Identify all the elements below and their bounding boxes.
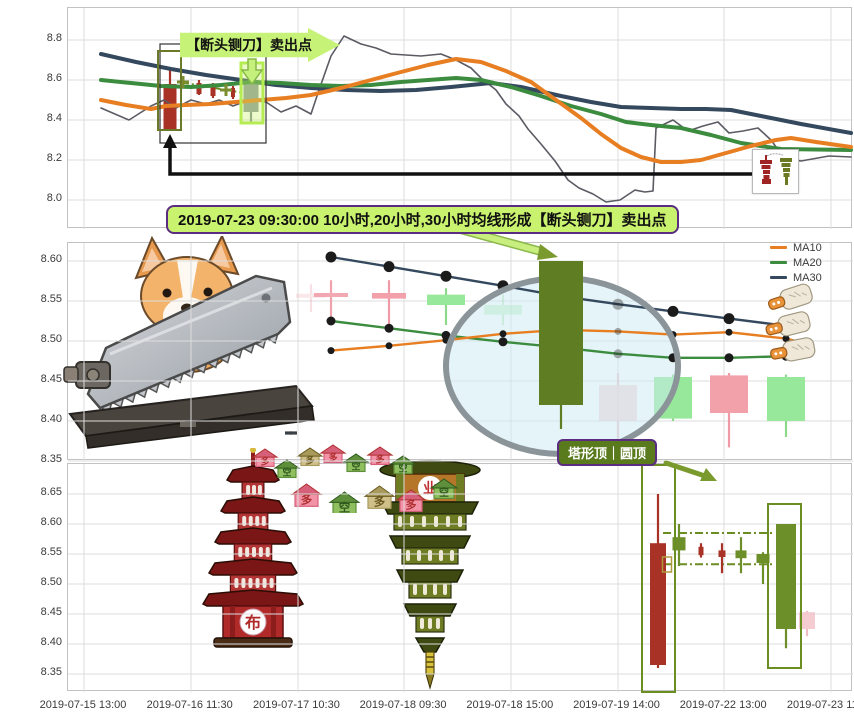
y-tick-label: 8.45 [40,606,62,618]
svg-text:空: 空 [439,486,449,499]
x-tick-label: 2019-07-18 09:30 [359,699,447,711]
x-tick-label: 2019-07-18 15:00 [466,699,554,711]
candle [163,70,177,130]
x-tick-label: 2019-07-23 11:30 [786,699,854,711]
y-tick-label: 8.60 [40,253,62,265]
legend-label: MA20 [793,256,822,269]
y-tick-label: 8.40 [40,636,62,648]
ma-legend: MA10 MA20 MA30 [770,241,822,286]
mini-pagoda-box [752,149,799,194]
candle [698,543,704,558]
svg-text:空: 空 [398,462,407,473]
y-tick-label: 8.50 [40,576,62,588]
candle [372,280,406,325]
candle [718,543,726,574]
candle [735,537,747,574]
y-tick-label: 8.2 [46,152,62,164]
candle [756,552,770,584]
candle [799,611,815,637]
candle [539,261,583,429]
y-tick-label: 8.4 [46,112,62,124]
mini-pagoda-pair-icon [760,153,792,185]
y-tick-label: 8.65 [40,486,62,498]
svg-text:多: 多 [375,453,384,464]
corgi-saw-illustration [63,236,315,449]
candle [776,524,796,649]
house-arrow-icon: 多 [366,446,394,466]
series-ma10 [329,328,798,352]
legend-line [770,276,787,279]
house-arrow-icon: 多 [290,483,323,507]
x-tick-label: 2019-07-19 14:00 [573,699,660,711]
dome-top-label: 塔形顶｜圆顶 [557,439,658,466]
x-tick-label: 2019-07-17 10:30 [252,699,340,711]
svg-text:多: 多 [305,454,314,465]
candle [710,373,748,448]
svg-text:多: 多 [374,495,386,509]
y-tick-label: 8.0 [46,192,62,204]
svg-text:空: 空 [351,460,360,471]
legend-item-ma30: MA30 [770,271,822,284]
series-ma10 [99,57,853,164]
legend-label: MA30 [793,271,822,284]
y-tick-label: 8.55 [40,293,62,305]
legend-item-ma10: MA10 [770,241,822,254]
x-tick-label: 2019-07-22 13:00 [679,699,767,711]
svg-text:多: 多 [301,493,313,507]
series-ma30 [329,255,798,331]
y-tick-label: 8.40 [40,413,62,425]
guillotine-detail-panel-svg [68,243,853,462]
y-tick-label: 8.55 [40,546,62,558]
candle [285,431,297,435]
svg-text:多: 多 [328,451,337,462]
house-arrow-icon: 多 [319,444,347,464]
legend-line [770,261,787,264]
svg-text:空: 空 [339,501,351,513]
house-arrow-icon: 空 [389,455,417,475]
house-arrow-icon: 空 [328,491,361,513]
y-tick-label: 8.50 [40,333,62,345]
y-tick-label: 8.6 [46,72,62,84]
panel-guillotine-detail [67,242,853,462]
svg-text:空: 空 [282,466,291,477]
chart-title-annotation: 2019-07-23 09:30:00 10小时,20小时,30小时均线形成【断… [166,205,679,234]
house-arrow-icon: 空 [429,478,459,500]
y-tick-label: 8.45 [40,373,62,385]
x-tick-label: 2019-07-15 13:00 [39,699,127,711]
legend-label: MA10 [793,241,822,254]
svg-text:布: 布 [245,613,261,632]
legend-item-ma20: MA20 [770,256,822,269]
candle [314,280,348,317]
panel-pagoda-top [67,463,853,693]
y-tick-label: 8.8 [46,32,62,44]
candle [767,374,805,437]
y-tick-label: 8.35 [40,666,62,678]
y-tick-label: 8.60 [40,516,62,528]
legend-line [770,246,787,249]
pagoda-top-panel-svg [68,464,853,693]
guillotine-sell-banner: 【断头铡刀】卖出点 [180,28,340,62]
svg-text:多: 多 [406,498,417,512]
candle [296,284,326,313]
series-ma20 [329,319,798,360]
series-ma20 [99,76,853,152]
house-arrow-icon: 空 [342,453,370,473]
y-tick-label: 8.35 [40,453,62,465]
candle [650,494,666,668]
x-tick-label: 2019-07-16 11:30 [146,699,233,711]
house-arrow-icon: 空 [273,459,301,479]
candle [231,86,235,99]
red-pagoda-illustration: 布 [201,448,305,648]
candle [427,288,465,325]
